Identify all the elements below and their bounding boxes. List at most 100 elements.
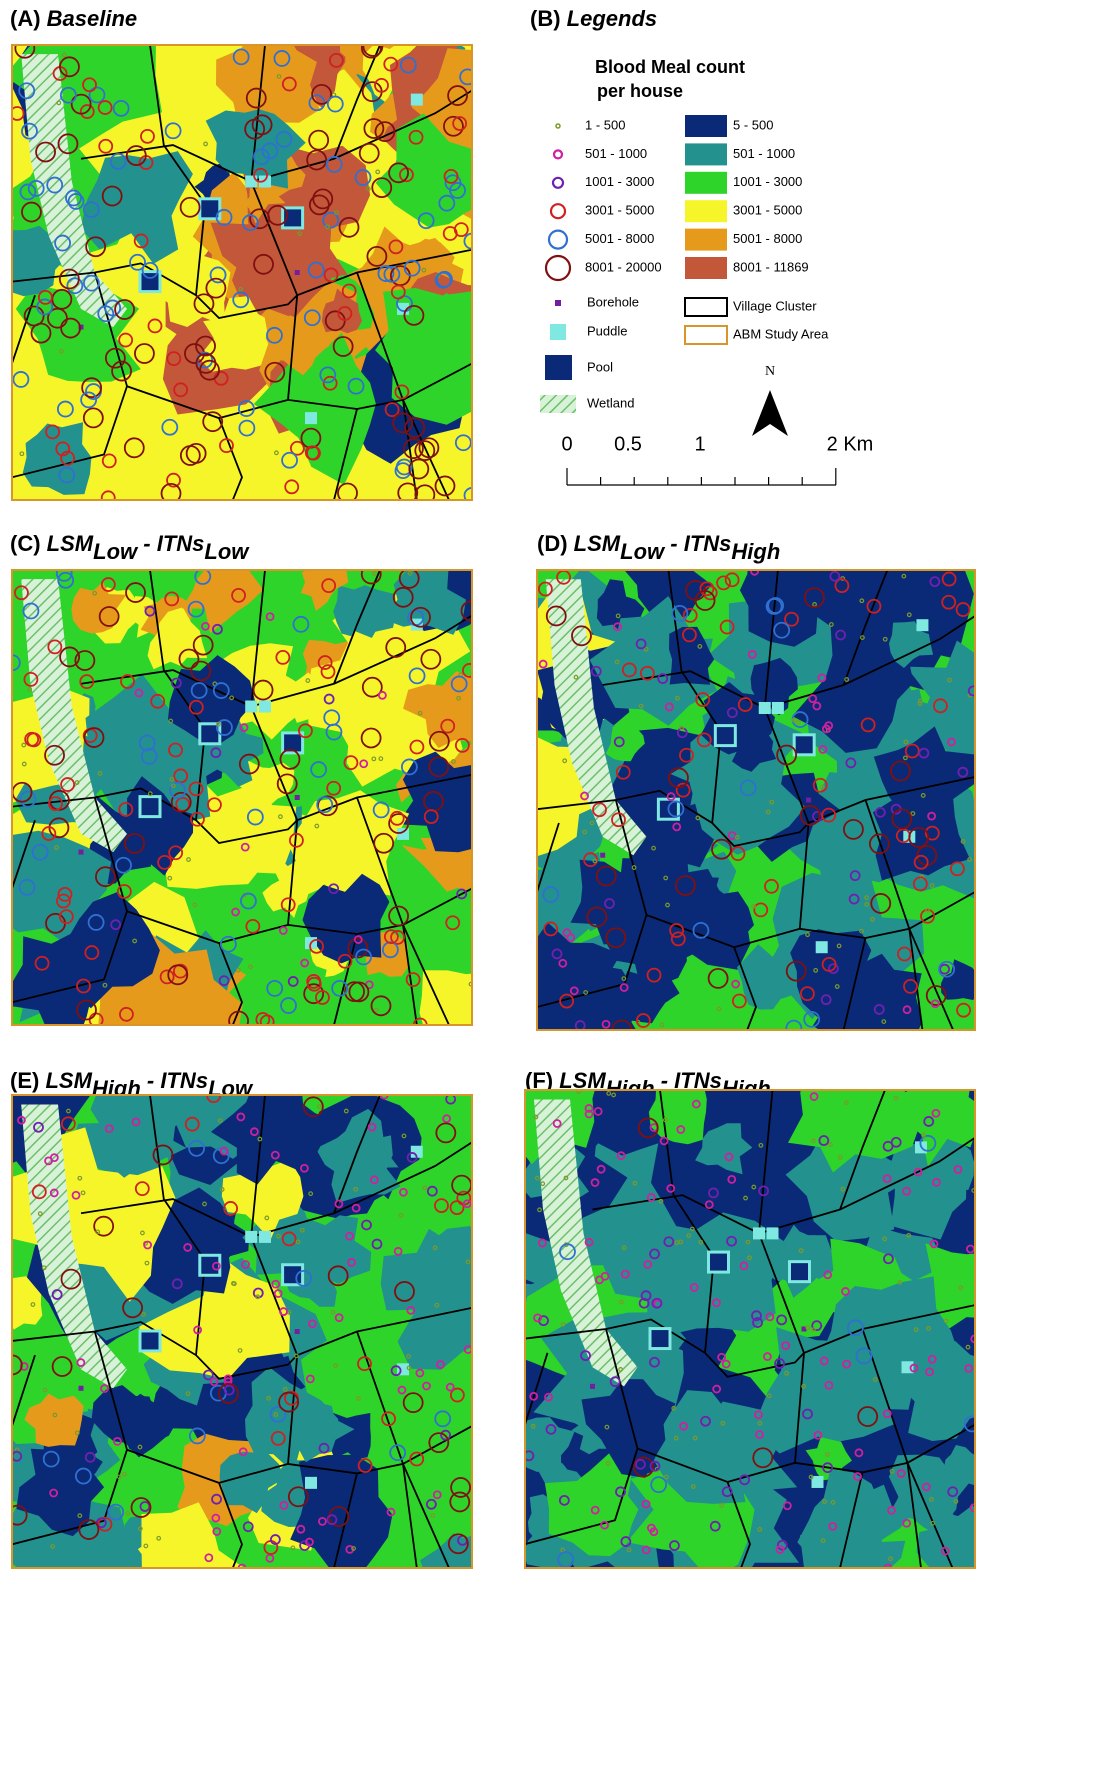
house (675, 782, 691, 798)
village-boundary (842, 570, 889, 686)
house (141, 262, 159, 279)
map (12, 570, 472, 1025)
legend-house (549, 203, 567, 220)
house (56, 893, 71, 909)
house (92, 590, 98, 596)
house (140, 128, 155, 144)
house (641, 1545, 651, 1555)
legend-puddle (550, 324, 566, 340)
house (727, 831, 737, 840)
house (821, 957, 837, 972)
house (621, 1245, 627, 1251)
house (359, 759, 369, 769)
house (219, 1146, 229, 1156)
pool (138, 795, 162, 819)
house (966, 1244, 975, 1254)
house (74, 1430, 80, 1436)
village-boundary (794, 1352, 805, 1463)
house (888, 1556, 893, 1562)
house (193, 293, 215, 315)
house (601, 1019, 611, 1029)
house (333, 1363, 338, 1369)
surface-patch (51, 892, 160, 1009)
house (932, 1177, 941, 1187)
house (120, 674, 135, 689)
house (57, 886, 73, 902)
house (60, 777, 76, 792)
house (83, 274, 100, 292)
house (293, 1353, 299, 1359)
house (544, 1392, 553, 1402)
house (821, 724, 831, 734)
house (59, 86, 77, 104)
house (58, 348, 64, 354)
legend-title: Blood Meal count (595, 57, 745, 77)
house (820, 994, 832, 1006)
house (635, 638, 647, 650)
house (542, 886, 560, 903)
house (571, 625, 592, 647)
house (36, 298, 54, 316)
house (801, 1383, 807, 1389)
house (716, 1006, 722, 1012)
house (534, 1175, 540, 1181)
house (947, 677, 952, 683)
wetland (534, 1099, 638, 1387)
house (821, 807, 837, 823)
house (231, 1281, 236, 1286)
house (14, 45, 36, 59)
house (269, 1534, 281, 1545)
house (30, 1302, 36, 1307)
house (930, 999, 940, 1009)
house (168, 742, 183, 758)
house (278, 814, 283, 820)
house (355, 948, 372, 966)
house (708, 1187, 719, 1199)
legend-label: 501 - 1000 (733, 146, 795, 161)
house (107, 1503, 125, 1521)
house (82, 77, 97, 93)
house (223, 1201, 239, 1216)
house (584, 1237, 594, 1247)
house (621, 976, 627, 982)
house (676, 1125, 686, 1134)
house (252, 679, 274, 701)
house (827, 963, 839, 975)
house (776, 1539, 788, 1551)
house (307, 261, 325, 279)
house (33, 1121, 44, 1133)
house (405, 972, 421, 988)
house (812, 777, 828, 793)
house (449, 1387, 465, 1403)
house (383, 265, 401, 283)
house (251, 114, 273, 136)
surface-patch (900, 1340, 975, 1441)
house (580, 791, 589, 801)
house (323, 693, 335, 705)
village-boundary (126, 385, 243, 500)
house (695, 815, 701, 821)
house (702, 585, 718, 601)
house (78, 1519, 100, 1540)
village-boundary (333, 933, 358, 1025)
house (829, 570, 841, 582)
house (67, 193, 85, 210)
house (74, 650, 96, 671)
house (297, 231, 303, 237)
house (927, 811, 936, 821)
village-boundary (333, 408, 358, 500)
surface-patch (321, 288, 363, 334)
house (939, 963, 951, 975)
house (828, 1521, 838, 1531)
house (415, 1368, 425, 1378)
village-boundary (906, 1462, 954, 1568)
house (328, 52, 344, 68)
legend-label: Puddle (587, 323, 627, 338)
house (835, 629, 846, 641)
house (663, 1474, 669, 1480)
puddle (259, 1230, 271, 1243)
house (241, 214, 259, 232)
house (82, 407, 104, 429)
house (641, 1499, 651, 1509)
house (360, 727, 382, 749)
